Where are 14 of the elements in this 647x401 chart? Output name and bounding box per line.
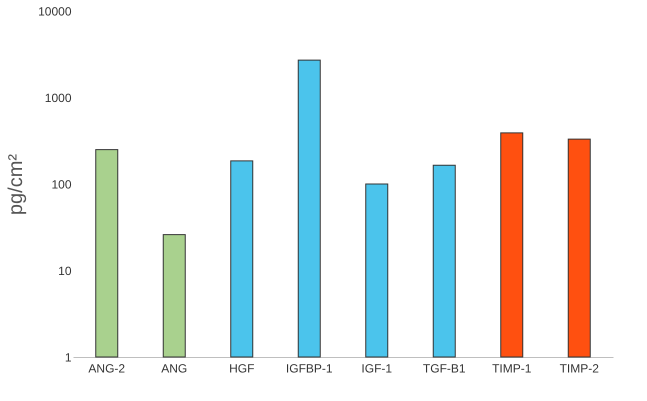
x-tick-label: IGFBP-1 — [286, 362, 333, 376]
x-tick-label: HGF — [229, 362, 254, 376]
y-axis-title: pg/cm² — [5, 154, 28, 216]
x-tick-label: TIMP-1 — [492, 362, 532, 376]
y-tick-label: 10 — [58, 264, 72, 278]
y-tick-label: 10000 — [38, 4, 72, 18]
x-tick-label: IGF-1 — [361, 362, 392, 376]
x-tick-label: ANG-2 — [88, 362, 126, 376]
x-tick-label: TGF-B1 — [422, 362, 466, 376]
y-tick-label: 1000 — [44, 91, 72, 105]
y-tick-label: 100 — [51, 178, 72, 192]
x-tick-label: TIMP-2 — [560, 362, 600, 376]
y-tick-label: 1 — [64, 350, 72, 364]
x-tick-label: ANG — [161, 362, 188, 376]
